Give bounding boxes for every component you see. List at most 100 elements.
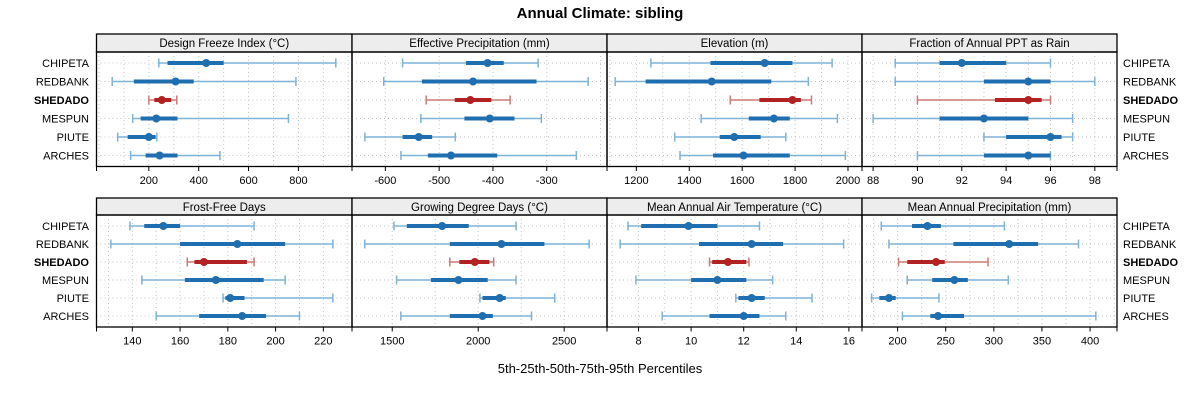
median-point [950, 276, 959, 284]
tick-label: 250 [937, 336, 955, 348]
median-point [760, 59, 769, 67]
site-label-right-redbank: REDBANK [1123, 77, 1177, 89]
site-label-left-shedado: SHEDADO [34, 95, 89, 107]
series-PIUTE [735, 293, 813, 303]
median-point [723, 258, 732, 266]
tick-label: 92 [956, 175, 968, 187]
panel-border [606, 51, 863, 168]
median-point [171, 77, 180, 86]
tick-label: 98 [1089, 175, 1101, 187]
median-point [739, 151, 748, 160]
series-MESPUN [635, 275, 774, 285]
series-CHIPETA [650, 58, 833, 68]
series-SHEDADO [425, 95, 511, 105]
tick-label: 2000 [466, 336, 490, 348]
panel-x-axis: 200 250 300 350 400 [861, 327, 1118, 348]
panel-x-axis: 8 10 12 14 16 [606, 327, 863, 348]
site-label-left-redbank: REDBANK [36, 77, 90, 89]
panel-gridlines [607, 52, 862, 167]
tick-label: 8 [635, 336, 641, 348]
panel-gridlines [862, 52, 1118, 167]
tick-label: 1600 [730, 175, 754, 187]
series-ARCHES [129, 151, 221, 160]
panel-x-axis: 1200 1400 1600 1800 2000 [606, 166, 863, 187]
median-point [788, 96, 797, 104]
series-REDBANK [894, 77, 1096, 86]
median-point [684, 222, 693, 230]
median-point [157, 96, 166, 104]
median-point [159, 222, 168, 230]
series-ARCHES [916, 151, 1052, 160]
site-label-left-arches: ARCHES [43, 311, 89, 323]
median-point [466, 96, 475, 104]
panel-x-axis: -600 -500 -400 -300 [351, 166, 608, 187]
panel-gridlines [862, 215, 1117, 327]
series-REDBANK [888, 239, 1080, 249]
panel-border [95, 51, 353, 168]
median-point [979, 114, 988, 123]
tick-label: 12 [738, 336, 750, 348]
series-REDBANK [363, 239, 590, 249]
median-point [747, 240, 756, 248]
series-CHIPETA [393, 221, 517, 231]
site-label-left-chipeta: CHIPETA [42, 221, 90, 233]
median-point [233, 240, 242, 248]
series-PIUTE [479, 293, 556, 303]
panel-border [351, 214, 608, 328]
median-point [495, 294, 504, 302]
median-point [446, 151, 455, 160]
panel-x-axis: 200 400 600 800 [96, 166, 353, 187]
series-CHIPETA [158, 58, 337, 68]
site-label-right-chipeta: CHIPETA [1123, 221, 1171, 233]
tick-label: 800 [289, 175, 307, 187]
tick-label: -600 [374, 175, 396, 187]
panel-Effective Precipitation (mm): Effective Precipitation (mm) -600 -500 -400… [351, 33, 608, 187]
site-label-left-mespun: MESPUN [42, 275, 89, 287]
panel-x-axis: 88 90 92 94 96 98 [861, 166, 1118, 187]
tick-label: 220 [314, 336, 332, 348]
series-MESPUN [906, 275, 1010, 285]
panel-Elevation (m): Elevation (m) 1200 1400 1600 1800 2000 [606, 33, 863, 187]
site-label-right-arches: ARCHES [1123, 311, 1169, 323]
site-label-right-arches: ARCHES [1123, 151, 1169, 163]
strip-title: Mean Annual Air Temperature (°C) [647, 202, 822, 214]
series-REDBANK [382, 77, 589, 86]
series-MESPUN [395, 275, 517, 285]
tick-label: 1200 [624, 175, 648, 187]
series-CHIPETA [401, 58, 539, 68]
site-label-left-chipeta: CHIPETA [42, 58, 90, 70]
median-point [932, 258, 941, 266]
panel-Fraction of Annual PPT as Rain: Fraction of Annual PPT as Rain 88 90 92 94 96… [861, 33, 1118, 187]
series-ARCHES [679, 151, 847, 160]
site-label-right-shedado: SHEDADO [1123, 95, 1178, 107]
tick-label: 200 [888, 336, 906, 348]
tick-label: 400 [1081, 336, 1099, 348]
median-point [470, 258, 479, 266]
median-point [934, 312, 943, 320]
panel-gridlines [352, 52, 607, 167]
strip-title: Design Freeze Index (°C) [159, 38, 289, 50]
median-point [707, 77, 716, 86]
series-MESPUN [872, 114, 1074, 123]
series-REDBANK [110, 239, 334, 249]
panel-Growing Degree Days (°C): Growing Degree Days (°C) 1500 2000 2500 [351, 197, 608, 348]
tick-label: 1500 [380, 336, 404, 348]
series-ARCHES [400, 151, 578, 160]
tick-label: 1800 [783, 175, 807, 187]
series-MESPUN [141, 275, 286, 285]
median-point [769, 114, 778, 123]
median-point [713, 276, 722, 284]
panel-Mean Annual Air Temperature (°C): Mean Annual Air Temperature (°C) 8 10 12 14 1… [606, 197, 863, 348]
series-REDBANK [619, 239, 845, 249]
tick-label: -500 [428, 175, 450, 187]
tick-label: 400 [190, 175, 208, 187]
site-label-right-piute: PIUTE [1123, 293, 1155, 305]
tick-label: 2000 [836, 175, 860, 187]
panel-gridlines [96, 215, 352, 327]
panel-border [861, 214, 1118, 328]
series-PIUTE [116, 132, 158, 142]
strip-title: Growing Degree Days (°C) [411, 202, 548, 214]
tick-label: -400 [482, 175, 504, 187]
median-point [438, 222, 447, 230]
